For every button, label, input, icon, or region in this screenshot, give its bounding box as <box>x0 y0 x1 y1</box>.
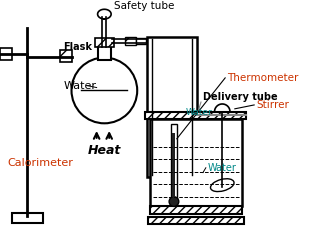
Bar <box>98 42 111 60</box>
Bar <box>136 38 146 44</box>
Bar <box>0 48 12 60</box>
Text: Calorimeter: Calorimeter <box>8 158 74 168</box>
Bar <box>145 112 246 119</box>
Bar <box>60 50 73 62</box>
Bar <box>95 38 114 47</box>
Bar <box>150 207 242 214</box>
Text: Thermometer: Thermometer <box>227 73 299 83</box>
Text: Safety tube: Safety tube <box>114 1 174 11</box>
Circle shape <box>169 197 179 207</box>
Bar <box>148 217 244 224</box>
Bar <box>150 119 242 207</box>
Bar <box>125 37 136 45</box>
Bar <box>147 37 197 177</box>
Text: Heat: Heat <box>88 144 121 157</box>
Ellipse shape <box>211 179 234 191</box>
Text: Water: Water <box>64 81 97 91</box>
Bar <box>12 213 43 223</box>
Text: Water: Water <box>208 163 237 173</box>
Text: Flask: Flask <box>63 42 92 52</box>
Bar <box>172 133 175 199</box>
Text: Delivery tube: Delivery tube <box>203 92 278 102</box>
Bar <box>171 124 177 202</box>
Text: Stirrer: Stirrer <box>256 100 289 110</box>
Circle shape <box>71 58 137 123</box>
Text: Water: Water <box>186 108 212 117</box>
